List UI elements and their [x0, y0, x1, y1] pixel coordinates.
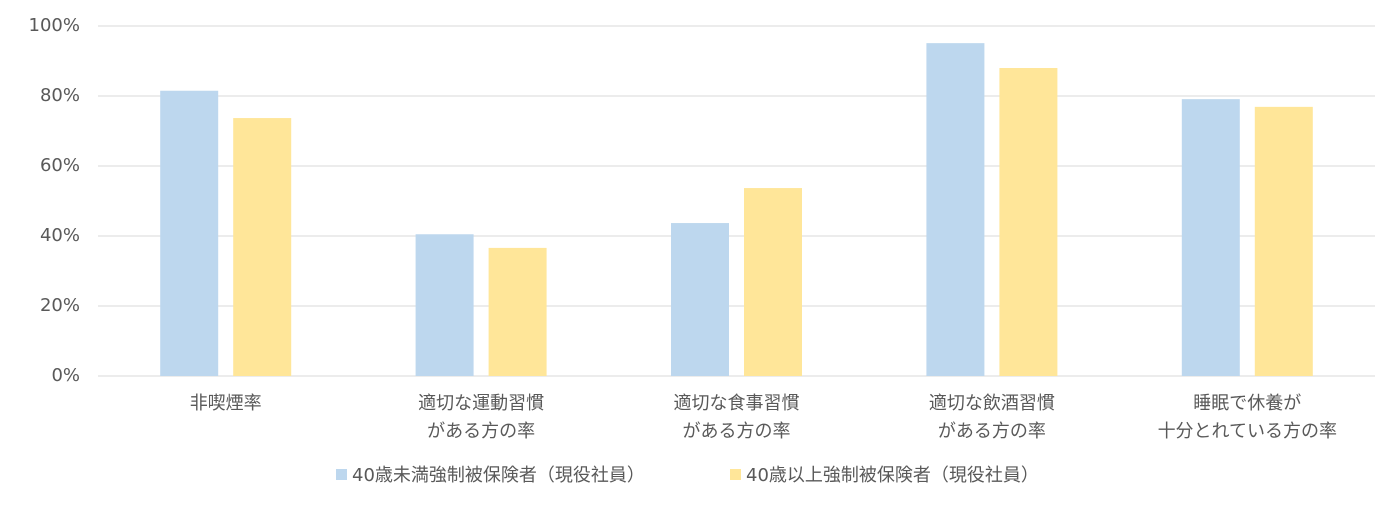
bar — [488, 247, 547, 376]
bar — [744, 188, 802, 376]
x-tick-label: 適切な飲酒習慣 — [929, 393, 1055, 414]
x-tick-label: 適切な運動習慣 — [418, 393, 544, 414]
y-tick-label: 80% — [40, 85, 80, 106]
bar — [1254, 106, 1313, 376]
bar — [415, 234, 474, 376]
bar — [1181, 99, 1240, 377]
legend-label: 40歳以上強制被保険者（現役社員） — [746, 465, 1039, 486]
x-tick-label: 睡眠で休養が — [1193, 393, 1301, 414]
x-tick-label: 適切な食事習慣 — [674, 393, 800, 414]
y-tick-label: 20% — [40, 295, 80, 316]
y-tick-label: 60% — [40, 155, 80, 176]
legend-swatch — [336, 469, 347, 480]
bar — [233, 118, 292, 377]
x-tick-label: がある方の率 — [683, 421, 791, 442]
legend-label: 40歳未満強制被保険者（現役社員） — [352, 465, 645, 486]
y-tick-label: 100% — [29, 15, 80, 36]
y-tick-label: 0% — [51, 365, 80, 386]
y-tick-label: 40% — [40, 225, 80, 246]
legend-swatch — [730, 469, 741, 480]
x-tick-label: がある方の率 — [427, 421, 535, 442]
x-tick-label: 非喫煙率 — [190, 393, 262, 414]
bar — [671, 223, 729, 376]
bar — [999, 68, 1058, 376]
x-tick-label: がある方の率 — [938, 421, 1046, 442]
bar — [160, 90, 219, 376]
x-tick-label: 十分とれている方の率 — [1158, 421, 1337, 442]
bar — [926, 43, 985, 377]
